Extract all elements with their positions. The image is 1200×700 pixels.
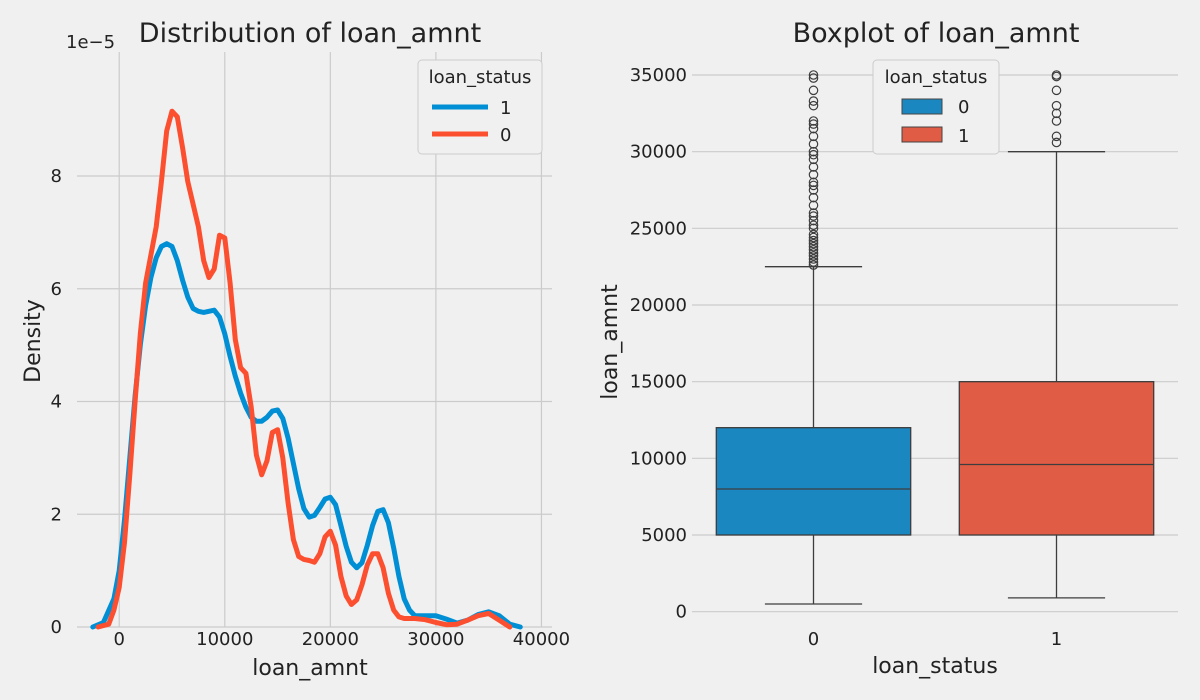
box-outlier-0-17 (808, 192, 819, 203)
kde-y-tick-1: 2 (51, 504, 62, 525)
box-outlier-0-7 (808, 238, 819, 249)
box-group-1 (958, 70, 1155, 599)
kde-x-tick-4: 40000 (513, 629, 570, 650)
box-iqr-1 (958, 381, 1155, 536)
boxplot-legend: loan_status 0 1 (872, 59, 1000, 155)
kde-y-tick-4: 8 (51, 166, 62, 187)
boxplot-y-tick-4: 20000 (630, 295, 687, 316)
box-outlier-1-1 (1051, 131, 1062, 142)
boxplot-legend-label-0: 0 (958, 97, 969, 118)
box-outlier-0-13 (808, 215, 819, 226)
box-outlier-0-28 (808, 123, 819, 134)
boxplot-y-tick-0: 0 (676, 602, 687, 623)
box-outlier-0-14 (808, 211, 819, 221)
kde-line-status-0 (95, 108, 513, 630)
kde-legend-title: loan_status (429, 67, 532, 88)
boxplot-legend-label-1: 1 (958, 126, 969, 147)
box-outlier-0-32 (808, 96, 819, 106)
kde-y-tick-2: 4 (51, 392, 62, 413)
box-outlier-1-5 (1051, 85, 1062, 96)
box-outlier-0-0 (808, 260, 819, 270)
box-outlier-1-7 (1051, 70, 1062, 80)
box-outlier-0-21 (808, 169, 819, 180)
boxplot-title: Boxplot of loan_amnt (793, 18, 1080, 49)
box-outlier-0-2 (808, 254, 819, 264)
box-outlier-0-11 (808, 223, 819, 234)
box-outlier-0-3 (808, 251, 819, 261)
box-outlier-0-19 (808, 180, 819, 191)
boxplot-marks (715, 70, 1155, 605)
box-outlier-1-2 (1051, 116, 1062, 126)
box-outlier-1-4 (1051, 100, 1062, 111)
kde-legend-label-0: 0 (500, 125, 511, 146)
box-outlier-0-12 (808, 220, 819, 231)
boxplot-legend-swatch-0 (901, 98, 943, 115)
box-outlier-0-4 (808, 248, 819, 258)
box-outlier-0-16 (808, 200, 819, 211)
box-outlier-0-25 (808, 146, 819, 157)
kde-y-tick-0: 0 (51, 617, 62, 638)
kde-legend: loan_status 1 0 (417, 59, 543, 155)
boxplot-x-axis-label: loan_status (872, 654, 998, 679)
boxplot-y-tick-5: 25000 (630, 218, 687, 239)
boxplot-y-tick-7: 35000 (630, 65, 687, 86)
kde-y-tick-3: 6 (51, 279, 62, 300)
box-outlier-0-27 (808, 131, 819, 142)
box-outlier-0-31 (808, 100, 819, 111)
box-outlier-0-26 (808, 139, 819, 149)
kde-chart: 0 10000 20000 30000 40000 0 2 4 6 8 Distribution… (21, 18, 570, 681)
box-outlier-0-20 (808, 177, 819, 188)
boxplot-y-axis-label: loan_amnt (598, 284, 623, 400)
boxplot-y-tick-1: 5000 (641, 525, 687, 546)
box-outlier-0-6 (808, 241, 819, 252)
box-outlier-0-35 (808, 70, 819, 80)
box-iqr-0 (715, 427, 912, 536)
box-outlier-0-33 (808, 85, 819, 96)
box-outlier-1-0 (1051, 137, 1062, 148)
box-outlier-0-10 (808, 229, 819, 240)
box-outlier-0-8 (808, 235, 819, 246)
kde-title: Distribution of loan_amnt (139, 18, 481, 49)
box-outlier-0-22 (808, 162, 819, 172)
kde-x-ticks: 0 10000 20000 30000 40000 (113, 629, 570, 650)
box-outlier-0-5 (808, 245, 819, 255)
boxplot-y-ticks: 0 5000 10000 15000 20000 25000 30000 35000 (630, 65, 687, 623)
kde-x-tick-1: 10000 (196, 629, 253, 650)
boxplot-y-tick-3: 15000 (630, 372, 687, 393)
box-outlier-1-3 (1051, 108, 1062, 119)
kde-x-tick-3: 30000 (407, 629, 464, 650)
box-outlier-0-24 (808, 149, 819, 160)
box-outlier-0-18 (808, 185, 819, 195)
kde-y-axis-label: Density (21, 299, 46, 383)
boxplot-y-tick-2: 10000 (630, 448, 687, 469)
kde-x-axis-label: loan_amnt (252, 656, 368, 681)
boxplot-legend-title: loan_status (885, 67, 988, 88)
kde-x-tick-2: 20000 (302, 629, 359, 650)
box-outlier-0-15 (808, 208, 819, 218)
boxplot-x-tick-1: 1 (1051, 629, 1062, 650)
boxplot-x-tick-0: 0 (808, 629, 819, 650)
box-outlier-0-30 (808, 116, 819, 126)
box-outlier-0-9 (808, 232, 819, 243)
kde-legend-label-1: 1 (500, 98, 511, 119)
box-group-0 (715, 70, 912, 605)
boxplot-legend-swatch-1 (901, 126, 943, 143)
kde-lines (90, 108, 523, 630)
kde-y-ticks: 0 2 4 6 8 (51, 166, 62, 638)
box-outlier-0-23 (808, 154, 819, 165)
boxplot-y-tick-6: 30000 (630, 142, 687, 163)
box-outlier-0-29 (808, 119, 819, 129)
kde-x-tick-0: 0 (113, 629, 124, 650)
kde-line-status-1 (90, 241, 523, 630)
kde-y-scale-label: 1e−5 (66, 32, 115, 53)
box-outlier-0-34 (808, 73, 819, 83)
box-outlier-0-1 (808, 257, 819, 267)
